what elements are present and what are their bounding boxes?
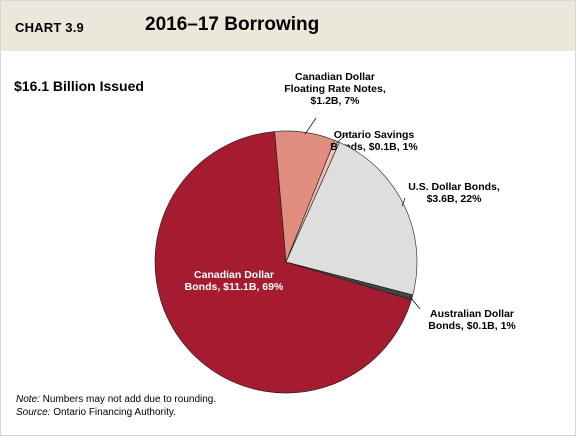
slice-label: U.S. Dollar Bonds, $3.6B, 22% [408,181,500,205]
slice-label: Canadian Dollar Floating Rate Notes, $1.2B… [284,71,386,107]
chart-title: 2016–17 Borrowing [145,14,320,35]
note-label: Note: [16,394,40,405]
source-label: Source: [16,407,51,418]
leader-line [401,197,406,207]
slice-label: Canadian Dollar Bonds, $11.1B, 69% [185,269,284,293]
source-text: Ontario Financing Authority. [50,407,176,418]
leader-line [304,117,317,135]
pie-slice-canadian-dollar-bonds [154,131,412,394]
note-text: Numbers may not add due to rounding. [39,394,217,405]
pie-slice-u-s-dollar-bonds [285,141,418,296]
chart-subtitle: $16.1 Billion Issued [14,78,144,94]
chart-header: CHART 3.9 2016–17 Borrowing [1,1,575,51]
leader-line [409,296,421,310]
note-footnote: Note: Numbers may not add due to roundin… [16,394,216,405]
chart-number: CHART 3.9 [15,20,84,35]
slice-label: Australian Dollar Bonds, $0.1B, 1% [428,308,516,332]
source-footnote: Source: Ontario Financing Authority. [16,407,176,418]
leader-line [336,132,349,144]
